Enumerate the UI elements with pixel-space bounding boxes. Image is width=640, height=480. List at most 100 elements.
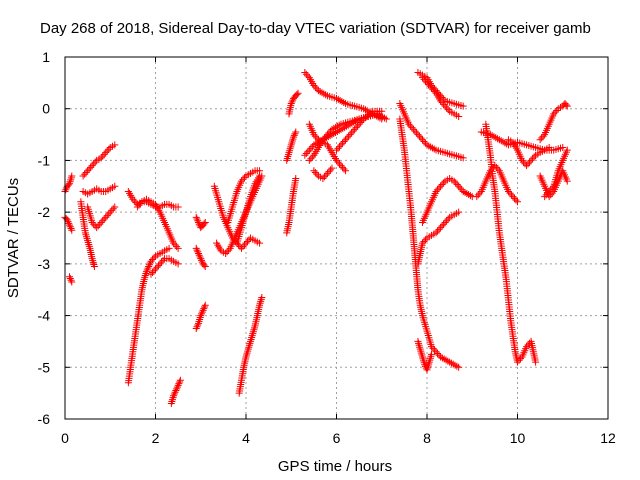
data-point: [288, 98, 296, 106]
data-point: [459, 187, 467, 195]
data-point: [463, 190, 471, 198]
data-point: [455, 182, 463, 190]
data-point: [223, 248, 231, 256]
data-point: [429, 344, 437, 352]
data-point: [90, 220, 98, 228]
data-point: [286, 145, 294, 153]
data-point: [532, 358, 540, 366]
data-point: [147, 270, 155, 278]
data-point: [200, 220, 208, 228]
data-point: [105, 145, 113, 153]
data-point: [562, 101, 570, 109]
data-point: [377, 112, 385, 120]
data-point: [495, 136, 503, 144]
data-point: [358, 117, 366, 125]
data-point: [494, 135, 502, 143]
data-point: [553, 106, 561, 114]
data-point: [176, 376, 184, 384]
data-point: [441, 102, 449, 110]
data-point: [176, 378, 184, 386]
data-point: [336, 143, 344, 151]
data-point: [453, 181, 461, 189]
data-point: [198, 256, 206, 264]
data-point: [171, 241, 179, 249]
data-point: [108, 206, 116, 214]
data-point: [84, 239, 92, 247]
data-point: [337, 141, 345, 149]
data-point: [284, 153, 292, 161]
data-point: [248, 332, 256, 340]
data-point: [491, 162, 499, 170]
data-point: [437, 353, 445, 361]
data-point: [455, 112, 463, 120]
data-point: [335, 121, 343, 129]
data-point: [90, 160, 98, 168]
data-point: [305, 146, 313, 154]
data-point: [240, 174, 248, 182]
data-point: [290, 131, 298, 139]
data-point: [323, 131, 331, 139]
data-point: [168, 396, 176, 404]
data-point: [100, 215, 108, 223]
data-point: [427, 143, 435, 151]
data-point: [418, 136, 426, 144]
data-point: [89, 259, 97, 267]
data-point: [111, 182, 119, 190]
data-point: [432, 187, 440, 195]
data-point: [201, 301, 209, 309]
data-point: [325, 129, 333, 137]
data-point: [240, 241, 248, 249]
data-point: [85, 165, 93, 173]
data-point: [66, 275, 74, 283]
data-point: [459, 154, 467, 162]
x-axis-label: GPS time / hours: [278, 458, 392, 475]
data-point: [199, 306, 207, 314]
data-point: [346, 131, 354, 139]
data-point: [291, 130, 299, 138]
data-point: [292, 175, 300, 183]
data-point: [249, 330, 257, 338]
data-point: [85, 242, 93, 250]
data-point: [338, 97, 346, 105]
data-point: [415, 339, 423, 347]
data-point: [417, 347, 425, 355]
data-point: [68, 226, 76, 234]
data-point: [84, 167, 92, 175]
data-point: [342, 136, 350, 144]
data-point: [103, 212, 111, 220]
data-point: [420, 137, 428, 145]
data-point: [64, 181, 72, 189]
data-point: [438, 99, 446, 107]
data-point: [340, 137, 348, 145]
data-point: [142, 268, 150, 276]
data-point: [322, 132, 330, 140]
data-point: [143, 266, 151, 274]
data-point: [340, 165, 348, 173]
data-point: [428, 350, 436, 358]
data-point: [544, 189, 552, 197]
data-point: [245, 343, 253, 351]
data-point: [158, 258, 166, 266]
data-point: [440, 220, 448, 228]
data-point: [551, 108, 559, 116]
data-point: [304, 148, 312, 156]
data-point: [174, 381, 182, 389]
y-tick-label: -3: [38, 256, 51, 272]
data-point: [85, 240, 93, 248]
data-point: [526, 158, 534, 166]
data-point: [99, 152, 107, 160]
data-point: [524, 341, 532, 349]
data-point: [248, 334, 256, 342]
data-point: [194, 250, 202, 258]
data-point: [322, 91, 330, 99]
data-point: [421, 77, 429, 85]
data-point: [545, 187, 553, 195]
data-point: [79, 172, 87, 180]
data-point: [91, 158, 99, 166]
data-point: [547, 186, 555, 194]
data-point: [111, 141, 119, 149]
data-point: [550, 110, 558, 118]
data-point: [301, 69, 309, 77]
data-point: [363, 112, 371, 120]
data-point: [523, 343, 531, 351]
